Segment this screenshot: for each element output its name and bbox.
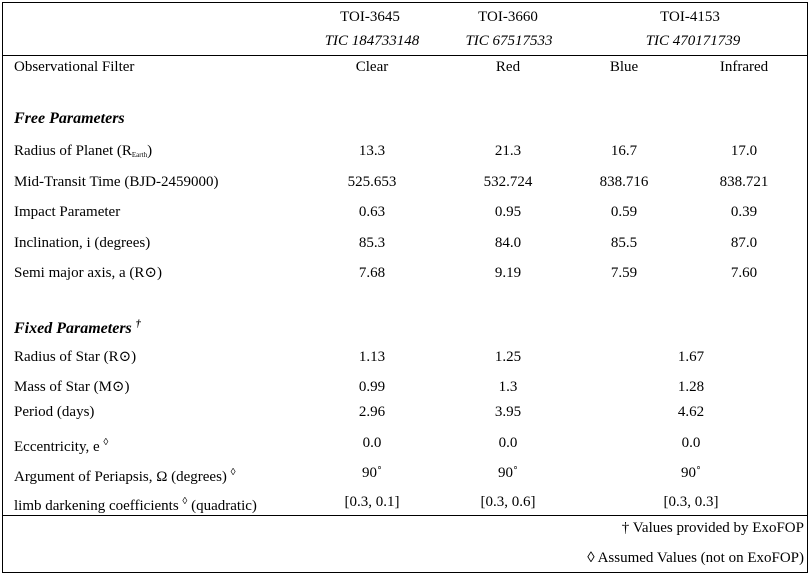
- toi-3660-header: TOI-3660: [478, 9, 538, 25]
- semi-major-axis-4153-infrared: 7.60: [730, 265, 758, 281]
- free-parameters-title: Free Parameters: [14, 110, 125, 127]
- tic-67517533-header: TIC 67517533: [465, 33, 553, 49]
- diamond-mark: ◊: [182, 496, 188, 507]
- eccentricity-3645: 0.0: [362, 435, 382, 451]
- impact-parameter-4153-infrared: 0.39: [730, 204, 758, 220]
- limb-darkening-3645: [0.3, 0.1]: [344, 494, 400, 510]
- periapsis-3660: 90˚: [498, 465, 518, 481]
- mid-transit-label: Mid-Transit Time (BJD-2459000): [14, 174, 219, 190]
- fixed-parameters-title: Fixed Parameters †: [14, 319, 141, 337]
- inclination-label: Inclination, i (degrees): [14, 235, 151, 251]
- impact-parameter-3660: 0.95: [494, 204, 522, 220]
- impact-parameter-3645: 0.63: [358, 204, 386, 220]
- dagger-mark: †: [135, 319, 141, 330]
- period-3645: 2.96: [358, 404, 386, 420]
- filter-infrared: Infrared: [719, 59, 769, 75]
- period-3660: 3.95: [494, 404, 522, 420]
- semi-major-axis-3660: 9.19: [494, 265, 522, 281]
- semi-major-axis-3645: 7.68: [358, 265, 386, 281]
- period-4153: 4.62: [677, 404, 705, 420]
- limb-darkening-label: limb darkening coefficients ◊ (quadratic…: [14, 496, 257, 514]
- footnote-dagger: † Values provided by ExoFOP: [621, 520, 804, 536]
- semi-major-axis-label: Semi major axis, a (R⊙): [14, 265, 162, 281]
- radius-star-3660: 1.25: [494, 349, 522, 365]
- header-divider: [2, 55, 808, 56]
- mid-transit-4153-infrared: 838.721: [719, 174, 769, 190]
- periapsis-3645: 90˚: [362, 465, 382, 481]
- filter-red: Red: [495, 59, 521, 75]
- footnote-diamond: ◊ Assumed Values (not on ExoFOP): [587, 550, 804, 566]
- radius-star-label: Radius of Star (R⊙): [14, 349, 137, 365]
- inclination-3645: 85.3: [358, 235, 386, 251]
- tic-470171739-header: TIC 470171739: [645, 33, 741, 49]
- eccentricity-label: Eccentricity, e ◊: [14, 437, 109, 455]
- tic-184733148-header: TIC 184733148: [324, 33, 420, 49]
- mid-transit-4153-blue: 838.716: [599, 174, 649, 190]
- periapsis-label: Argument of Periapsis, Ω (degrees) ◊: [14, 467, 236, 485]
- impact-parameter-label: Impact Parameter: [14, 204, 121, 220]
- limb-darkening-4153: [0.3, 0.3]: [663, 494, 719, 510]
- limb-darkening-3660: [0.3, 0.6]: [480, 494, 536, 510]
- toi-3645-header: TOI-3645: [340, 9, 400, 25]
- diamond-mark: ◊: [103, 437, 109, 448]
- radius-star-4153: 1.67: [677, 349, 705, 365]
- radius-planet-4153-blue: 16.7: [610, 143, 638, 159]
- mid-transit-3660: 532.724: [483, 174, 533, 190]
- radius-planet-4153-infrared: 17.0: [730, 143, 758, 159]
- mass-star-label: Mass of Star (M⊙): [14, 379, 130, 395]
- inclination-4153-blue: 85.5: [610, 235, 638, 251]
- diamond-mark: ◊: [230, 467, 236, 478]
- semi-major-axis-4153-blue: 7.59: [610, 265, 638, 281]
- radius-planet-3660: 21.3: [494, 143, 522, 159]
- eccentricity-4153: 0.0: [681, 435, 701, 451]
- mass-star-3645: 0.99: [358, 379, 386, 395]
- inclination-3660: 84.0: [494, 235, 522, 251]
- toi-4153-header: TOI-4153: [660, 9, 720, 25]
- radius-star-3645: 1.13: [358, 349, 386, 365]
- period-label: Period (days): [14, 404, 95, 420]
- inclination-4153-infrared: 87.0: [730, 235, 758, 251]
- periapsis-4153: 90˚: [681, 465, 701, 481]
- filter-blue: Blue: [609, 59, 639, 75]
- filter-label: Observational Filter: [14, 59, 135, 75]
- radius-planet-label: Radius of Planet (REarth): [14, 143, 153, 159]
- footnote-divider: [2, 515, 808, 516]
- impact-parameter-4153-blue: 0.59: [610, 204, 638, 220]
- mid-transit-3645: 525.653: [347, 174, 397, 190]
- mass-star-4153: 1.28: [677, 379, 705, 395]
- eccentricity-3660: 0.0: [498, 435, 518, 451]
- filter-clear: Clear: [355, 59, 389, 75]
- mass-star-3660: 1.3: [498, 379, 518, 395]
- radius-planet-3645: 13.3: [358, 143, 386, 159]
